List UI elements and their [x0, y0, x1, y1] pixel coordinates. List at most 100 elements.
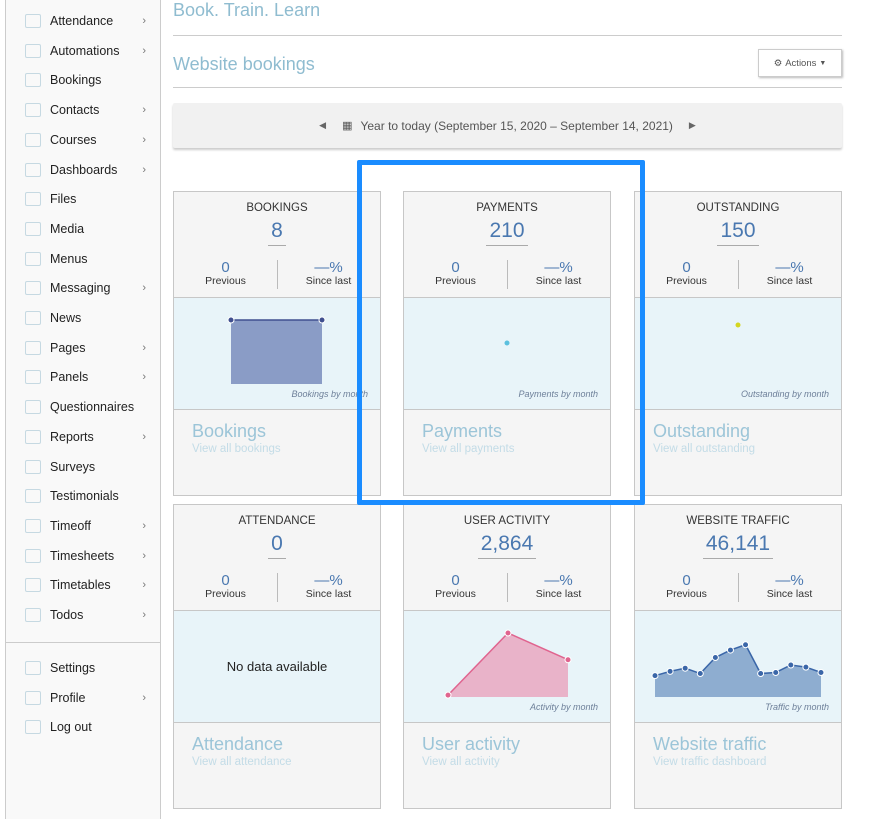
stat-divider — [507, 260, 508, 289]
media-icon — [25, 221, 41, 236]
sidebar-item-bookings[interactable]: Bookings — [6, 66, 160, 94]
sidebar-item-label: Timeoff — [50, 518, 91, 533]
previous-label: Previous — [666, 275, 707, 287]
user-activity-card: USER ACTIVITY 2,864 0 Previous —% Since la… — [403, 504, 611, 809]
sidebar-item-questionnaires[interactable]: Questionnaires — [6, 393, 160, 421]
card-chart: Activity by month — [404, 611, 610, 723]
sidebar-item-label: Testimonials — [50, 489, 119, 504]
card-value: 8 — [268, 219, 286, 246]
chevron-right-icon: › — [142, 163, 146, 176]
sidebar-item-settings[interactable]: Settings — [6, 654, 160, 682]
sidebar-item-label: Bookings — [50, 73, 102, 88]
sidebar-item-label: Panels — [50, 370, 89, 385]
actions-label: Actions — [785, 57, 817, 69]
sidebar-item-reports[interactable]: Reports › — [6, 423, 160, 451]
chevron-right-icon: › — [142, 133, 146, 146]
data-point — [757, 670, 765, 678]
chart-area — [231, 320, 322, 384]
gear-icon: ⚙ — [773, 57, 783, 69]
data-point — [504, 340, 510, 346]
sidebar-item-files[interactable]: Files — [6, 185, 160, 213]
card-title: WEBSITE TRAFFIC — [686, 515, 790, 527]
chart-label: Activity by month — [529, 702, 598, 712]
sidebar-item-testimonials[interactable]: Testimonials — [6, 482, 160, 510]
card-value: 46,141 — [702, 532, 774, 559]
sidebar-item-news[interactable]: News — [6, 304, 160, 332]
website-traffic-link[interactable]: Website traffic View traffic dashboard — [635, 723, 841, 779]
card-title: USER ACTIVITY — [463, 515, 551, 527]
calendar-icon: ▦ — [342, 120, 353, 132]
sidebar-item-timeoff[interactable]: Timeoff › — [6, 512, 160, 540]
sidebar-item-label: Questionnaires — [50, 400, 135, 415]
sidebar-item-menus[interactable]: Menus — [6, 245, 160, 273]
footer-title: Attendance — [192, 734, 284, 754]
card-title: BOOKINGS — [246, 202, 308, 214]
sidebar-item-panels[interactable]: Panels › — [6, 363, 160, 391]
chevron-right-icon: › — [142, 691, 146, 704]
previous-value: 0 — [221, 572, 230, 589]
chevron-right-icon: › — [142, 44, 146, 57]
data-point — [772, 668, 780, 676]
previous-value: 0 — [221, 259, 230, 276]
sidebar-item-todos[interactable]: Todos › — [6, 601, 160, 629]
sidebar-item-attendance[interactable]: Attendance › — [6, 7, 160, 35]
sidebar-item-automations[interactable]: Automations › — [6, 37, 160, 65]
chart-label: Traffic by month — [765, 702, 829, 712]
next-period-arrow-icon[interactable]: ▶ — [688, 120, 696, 130]
sidebar-item-pages[interactable]: Pages › — [6, 334, 160, 362]
previous-label: Previous — [205, 275, 246, 287]
dashboard-icon — [25, 162, 41, 177]
chevron-right-icon: › — [142, 519, 146, 532]
outstanding-link[interactable]: Outstanding View all outstanding — [635, 410, 841, 466]
data-point — [227, 316, 235, 324]
previous-value: 0 — [451, 259, 460, 276]
card-chart: Outstanding by month — [635, 298, 841, 410]
since-last-label: Since last — [305, 275, 352, 287]
actions-button[interactable]: ⚙ Actions ▼ — [758, 49, 842, 77]
bell-icon — [25, 43, 41, 58]
chevron-right-icon: › — [142, 579, 146, 592]
sidebar-item-label: Courses — [50, 132, 97, 147]
sidebar-item-profile[interactable]: Profile › — [6, 684, 160, 712]
sidebar-item-media[interactable]: Media — [6, 215, 160, 243]
sidebar-item-messaging[interactable]: Messaging › — [6, 274, 160, 302]
payments-link[interactable]: Payments View all payments — [404, 410, 610, 466]
sidebar-item-label: Surveys — [50, 459, 96, 474]
card-chart: Traffic by month — [635, 611, 841, 723]
sidebar-item-surveys[interactable]: Surveys — [6, 453, 160, 481]
card-title: ATTENDANCE — [238, 515, 316, 527]
attendance-link[interactable]: Attendance View all attendance — [174, 723, 380, 779]
brand-title: Book. Train. Learn — [173, 0, 321, 20]
footer-title: Outstanding — [653, 421, 751, 441]
sidebar-item-dashboards[interactable]: Dashboards › — [6, 156, 160, 184]
previous-period-arrow-icon[interactable]: ◀ — [319, 120, 327, 130]
bookings-link[interactable]: Bookings View all bookings — [174, 410, 380, 466]
sidebar-item-courses[interactable]: Courses › — [6, 126, 160, 154]
menu-icon — [25, 251, 41, 266]
logout-icon — [25, 720, 41, 735]
sidebar-item-timetables[interactable]: Timetables › — [6, 571, 160, 599]
data-point — [696, 670, 704, 678]
since-last-value: —% — [544, 572, 573, 589]
previous-value: 0 — [682, 259, 691, 276]
attendance-icon — [25, 14, 41, 28]
sidebar-item-log-out[interactable]: Log out — [6, 713, 160, 741]
chevron-right-icon: › — [142, 371, 146, 384]
since-last-value: —% — [544, 259, 573, 276]
chevron-right-icon: › — [142, 282, 146, 295]
tag-icon — [25, 73, 41, 88]
date-range-label[interactable]: Year to today (September 15, 2020 – Sept… — [360, 118, 673, 133]
sidebar-item-label: News — [50, 311, 82, 325]
timesheet-icon — [25, 548, 41, 563]
footer-link: View all attendance — [192, 756, 292, 768]
user-activity-link[interactable]: User activity View all activity — [404, 723, 610, 779]
sidebar-item-timesheets[interactable]: Timesheets › — [6, 542, 160, 570]
sidebar-divider — [6, 642, 160, 643]
since-last-label: Since last — [535, 588, 582, 600]
data-point — [802, 663, 810, 671]
sidebar-item-contacts[interactable]: Contacts › — [6, 96, 160, 124]
sidebar-item-label: Timetables — [50, 578, 111, 593]
previous-value: 0 — [451, 572, 460, 589]
caret-down-icon: ▼ — [819, 59, 827, 67]
previous-label: Previous — [205, 588, 246, 600]
